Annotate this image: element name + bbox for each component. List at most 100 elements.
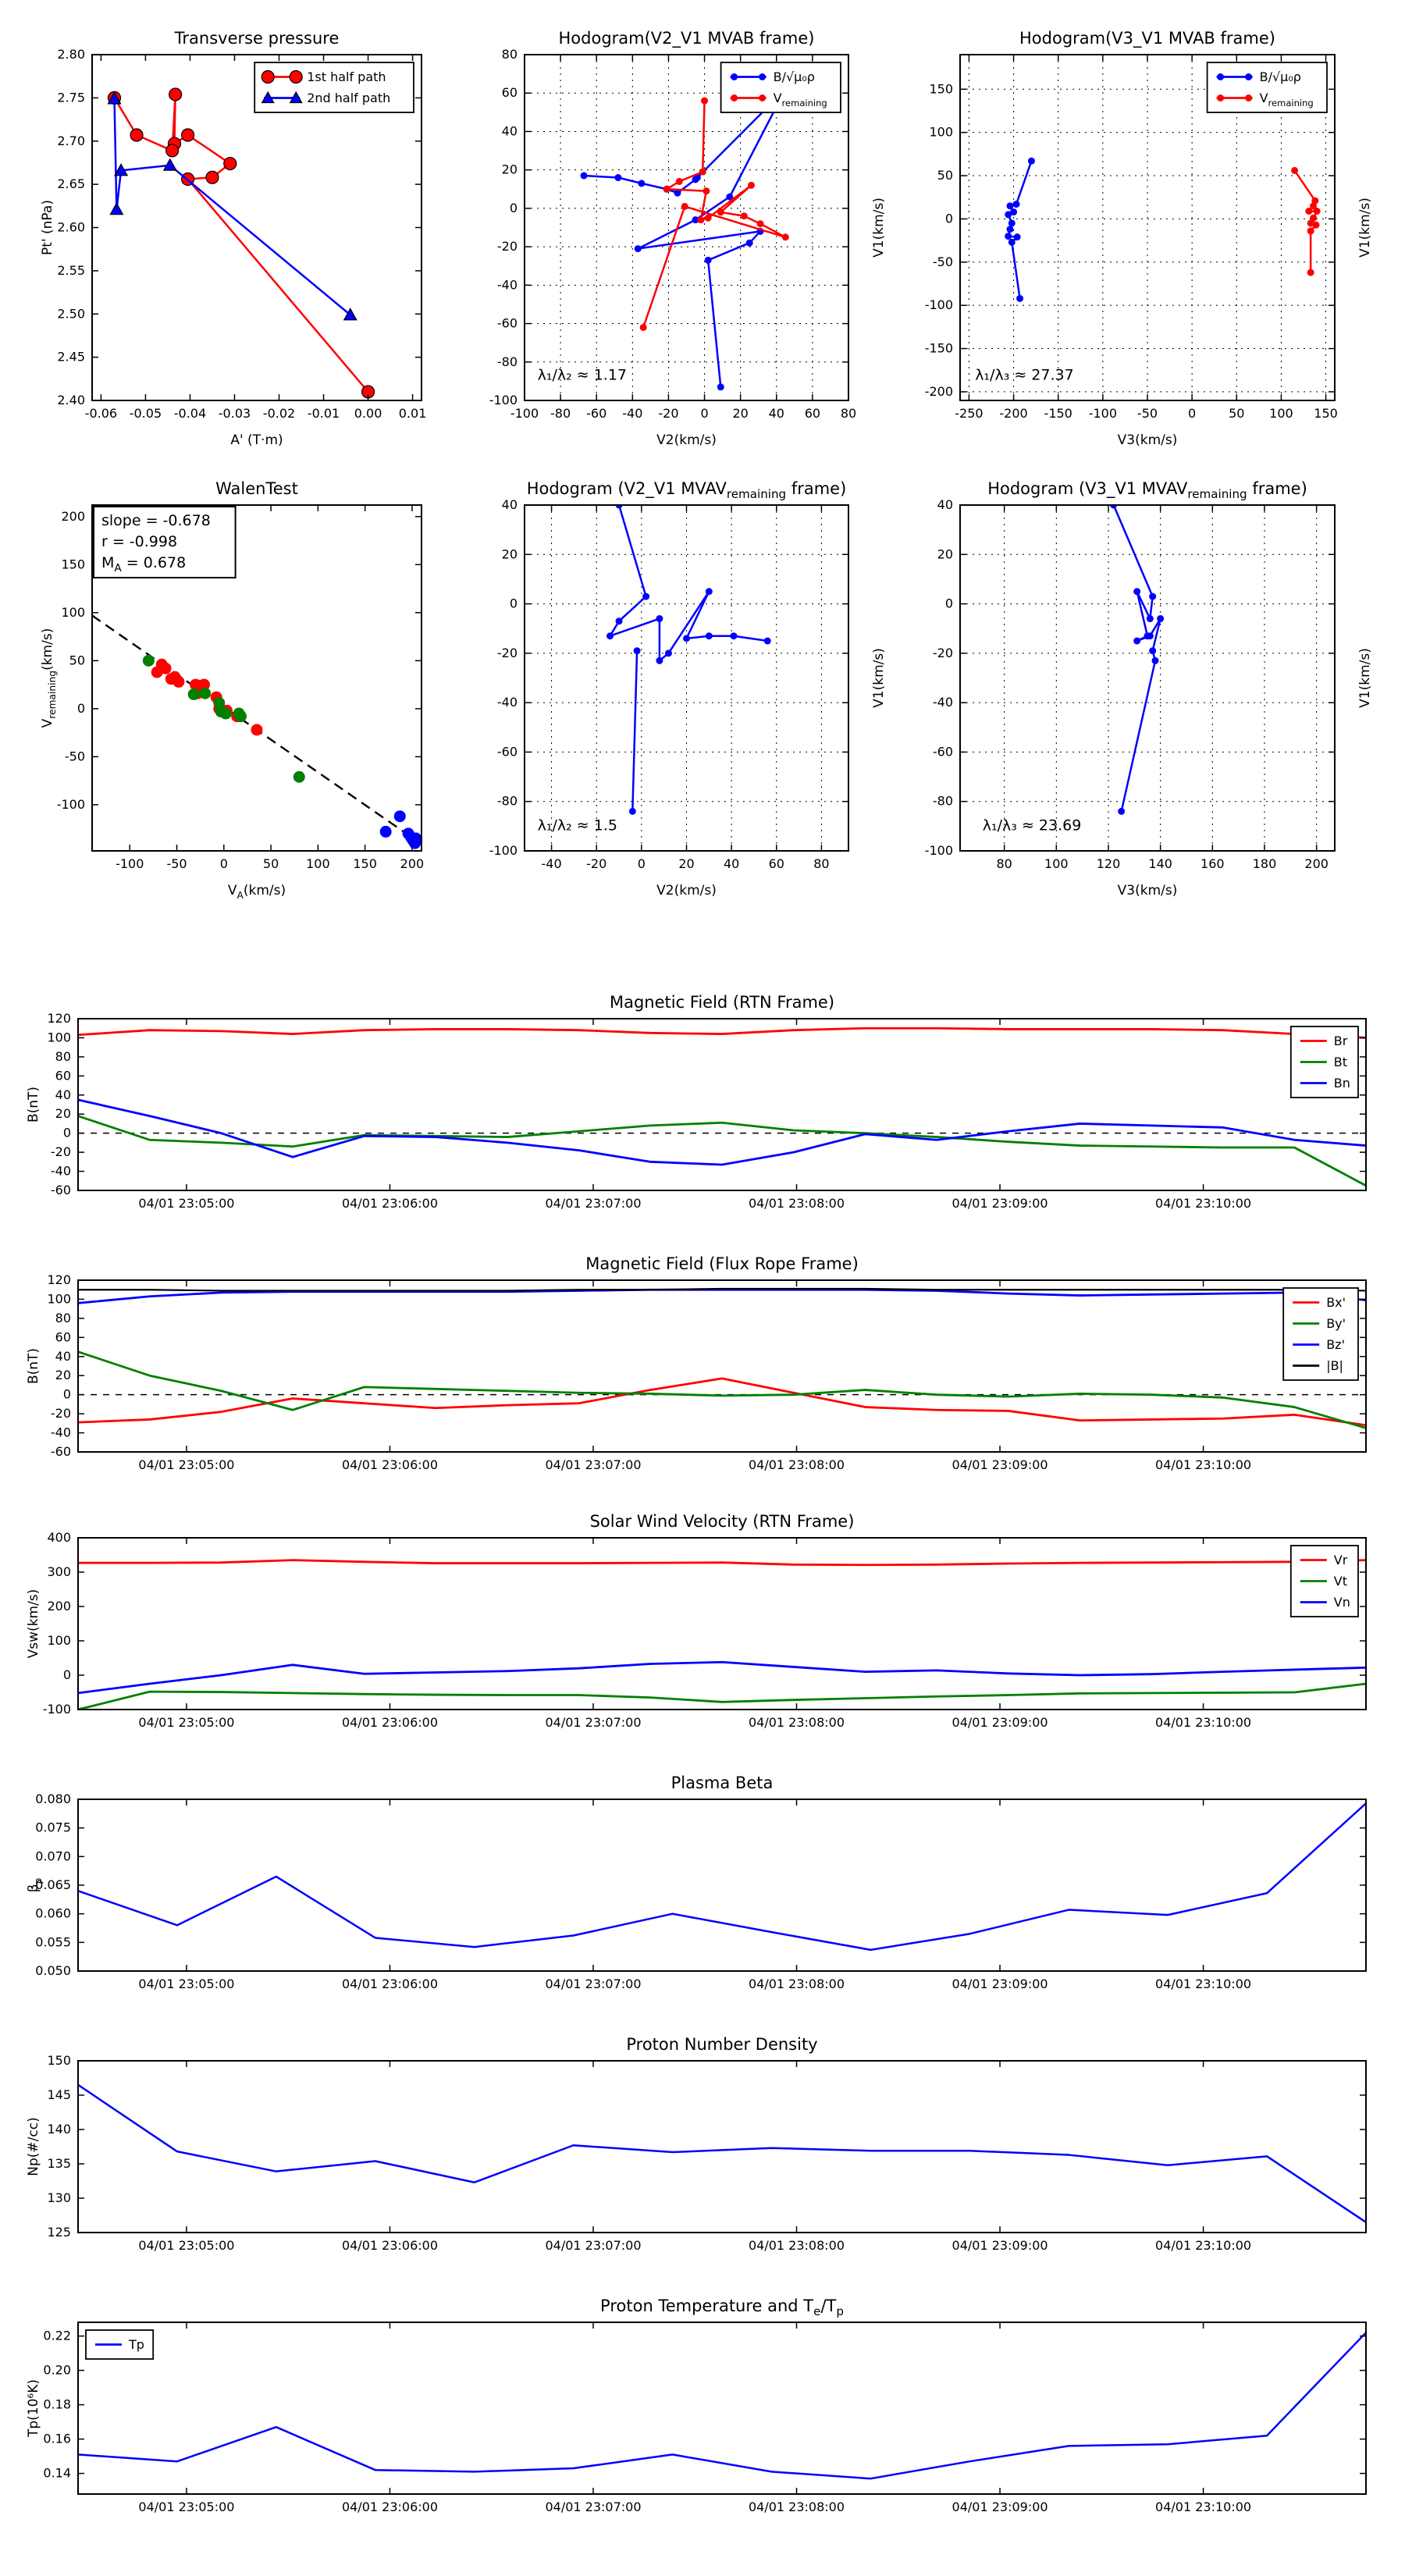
svg-text:0.065: 0.065 — [35, 1877, 71, 1892]
svg-text:Vremaining: Vremaining — [1260, 91, 1314, 109]
svg-text:Br: Br — [1334, 1034, 1348, 1048]
svg-text:-250: -250 — [955, 406, 983, 421]
svg-text:100: 100 — [929, 125, 953, 140]
svg-text:04/01 23:08:00: 04/01 23:08:00 — [749, 1196, 845, 1210]
svg-text:-150: -150 — [1044, 406, 1072, 421]
svg-text:Vremaining: Vremaining — [774, 91, 827, 109]
svg-text:V3(km/s): V3(km/s) — [1118, 883, 1178, 898]
svg-text:-100: -100 — [925, 843, 953, 858]
svg-text:2nd half path: 2nd half path — [307, 91, 390, 105]
svg-text:0.22: 0.22 — [43, 2329, 71, 2343]
svg-text:-0.06: -0.06 — [85, 406, 117, 421]
svg-text:0.080: 0.080 — [35, 1791, 71, 1806]
svg-text:20: 20 — [937, 546, 953, 561]
svg-text:40: 40 — [502, 497, 518, 512]
svg-text:slope = -0.678: slope = -0.678 — [101, 512, 211, 529]
svg-text:0: 0 — [220, 856, 228, 871]
magnetic-field-flux-rope-panel: 04/01 23:05:00 04/01 23:06:00 04/01 23:07:… — [23, 1229, 1385, 1471]
svg-text:04/01 23:10:00: 04/01 23:10:00 — [1155, 1196, 1251, 1210]
svg-text:2.70: 2.70 — [57, 133, 85, 148]
svg-text:-0.03: -0.03 — [219, 406, 251, 421]
magnetic-field-rtn-panel: 04/01 23:05:00 04/01 23:06:00 04/01 23:07:… — [23, 968, 1385, 1210]
svg-text:-60: -60 — [497, 316, 518, 331]
svg-text:04/01 23:08:00: 04/01 23:08:00 — [749, 2238, 845, 2252]
svg-text:20: 20 — [502, 162, 518, 177]
svg-text:04/01 23:10:00: 04/01 23:10:00 — [1155, 1976, 1251, 1991]
svg-text:Bt: Bt — [1334, 1055, 1347, 1069]
svg-text:0: 0 — [510, 201, 518, 215]
svg-text:2.75: 2.75 — [57, 90, 85, 105]
svg-text:0.01: 0.01 — [399, 406, 427, 421]
svg-text:MA = 0.678: MA = 0.678 — [101, 554, 186, 575]
svg-text:60: 60 — [805, 406, 820, 421]
svg-text:Tp(10⁶K): Tp(10⁶K) — [26, 2379, 41, 2438]
svg-text:2.80: 2.80 — [57, 47, 85, 62]
svg-text:-80: -80 — [497, 794, 518, 809]
svg-text:2.55: 2.55 — [57, 263, 85, 278]
svg-text:-20: -20 — [497, 646, 518, 660]
svg-text:200: 200 — [47, 1599, 71, 1614]
svg-text:40: 40 — [724, 856, 739, 871]
svg-text:100: 100 — [1044, 856, 1069, 871]
svg-text:Transverse pressure: Transverse pressure — [174, 29, 340, 48]
hodogram-v3v1-mvab-panel: -250 -200 -150 -100 -50 0 50 100 150 -200 -150 -100… — [909, 14, 1389, 459]
svg-text:VA(km/s): VA(km/s) — [228, 883, 286, 901]
svg-text:-100: -100 — [43, 1702, 71, 1717]
svg-text:-20: -20 — [51, 1406, 71, 1421]
svg-text:B/√μ₀ρ: B/√μ₀ρ — [774, 69, 815, 84]
svg-text:100: 100 — [61, 605, 85, 620]
svg-text:04/01 23:08:00: 04/01 23:08:00 — [749, 1976, 845, 1991]
walen-test-panel: -100 -50 0 50 100 150 200 -100 -50 0 50 100 150 200 Wa… — [31, 464, 464, 909]
svg-text:-0.02: -0.02 — [263, 406, 295, 421]
svg-text:0: 0 — [63, 1387, 71, 1402]
svg-text:0.075: 0.075 — [35, 1820, 71, 1835]
svg-text:-50: -50 — [65, 749, 85, 763]
hodogram-v2v1-mvav-panel: -40 -20 0 20 40 60 80 -100 -80 -60 -40 -20 0 20 40 Hodo… — [476, 464, 902, 909]
svg-text:-20: -20 — [51, 1144, 71, 1159]
svg-text:0.055: 0.055 — [35, 1934, 71, 1949]
svg-text:-100: -100 — [1089, 406, 1117, 421]
svg-text:-100: -100 — [489, 843, 518, 858]
svg-text:04/01 23:05:00: 04/01 23:05:00 — [138, 1976, 234, 1991]
svg-text:20: 20 — [678, 856, 694, 871]
svg-text:04/01 23:05:00: 04/01 23:05:00 — [138, 1715, 234, 1729]
svg-text:V1(km/s): V1(km/s) — [1357, 648, 1373, 708]
svg-text:Vremaining(km/s): Vremaining(km/s) — [40, 628, 58, 728]
svg-text:0: 0 — [945, 211, 953, 226]
svg-text:200: 200 — [400, 856, 425, 871]
svg-text:135: 135 — [47, 2156, 71, 2171]
svg-text:-60: -60 — [51, 1444, 71, 1459]
svg-text:-100: -100 — [510, 406, 539, 421]
svg-text:150: 150 — [1314, 406, 1338, 421]
svg-text:0: 0 — [63, 1667, 71, 1682]
svg-text:04/01 23:09:00: 04/01 23:09:00 — [952, 1715, 1048, 1729]
svg-text:120: 120 — [1097, 856, 1121, 871]
svg-text:V2(km/s): V2(km/s) — [656, 432, 717, 448]
svg-text:50: 50 — [263, 856, 279, 871]
svg-text:150: 150 — [353, 856, 377, 871]
proton-temperature-panel: 04/01 23:05:00 04/01 23:06:00 04/01 23:07:… — [23, 2272, 1385, 2514]
svg-text:-50: -50 — [933, 254, 953, 269]
svg-text:120: 120 — [47, 1272, 71, 1287]
hodogram-v2v1-mvab-chart: -100 -80 -60 -40 -20 0 20 40 60 80 -100 -80 -60 -40 -2… — [489, 29, 887, 448]
svg-text:0: 0 — [63, 1126, 71, 1140]
svg-text:-80: -80 — [550, 406, 571, 421]
svg-text:2.50: 2.50 — [57, 306, 85, 321]
walen-test-chart: -100 -50 0 50 100 150 200 -100 -50 0 50 100 150 200 Wa… — [40, 479, 425, 901]
svg-text:-20: -20 — [658, 406, 678, 421]
svg-text:20: 20 — [55, 1106, 71, 1121]
svg-text:100: 100 — [1269, 406, 1293, 421]
svg-text:-20: -20 — [586, 856, 606, 871]
svg-text:125: 125 — [47, 2225, 71, 2240]
svg-text:130: 130 — [47, 2190, 71, 2205]
svg-text:Solar Wind Velocity (RTN Frame: Solar Wind Velocity (RTN Frame) — [590, 1512, 855, 1531]
svg-text:r = -0.998: r = -0.998 — [101, 533, 177, 550]
svg-text:100: 100 — [47, 1633, 71, 1648]
svg-text:-40: -40 — [622, 406, 642, 421]
svg-text:120: 120 — [47, 1011, 71, 1026]
proton-number-density-panel: 04/01 23:05:00 04/01 23:06:00 04/01 23:07:… — [23, 2010, 1385, 2252]
svg-text:-100: -100 — [489, 393, 518, 407]
svg-text:0: 0 — [700, 406, 708, 421]
svg-text:04/01 23:10:00: 04/01 23:10:00 — [1155, 1715, 1251, 1729]
svg-text:-20: -20 — [933, 646, 953, 660]
